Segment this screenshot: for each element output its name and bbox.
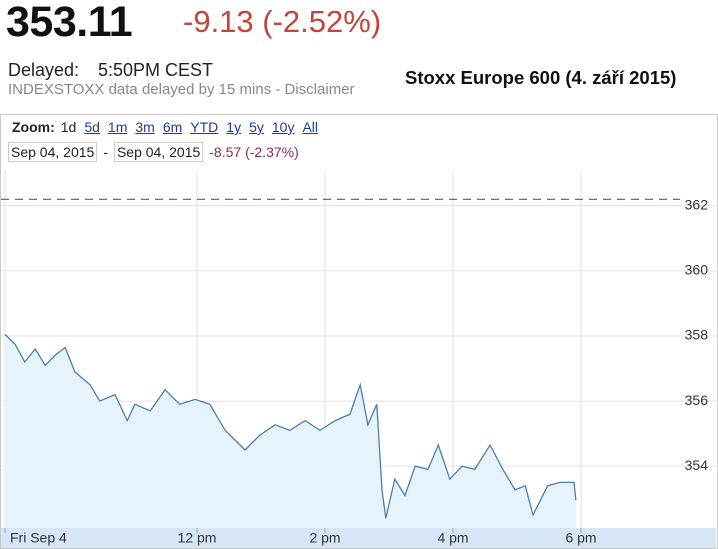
y-tick-label: 354 — [685, 457, 709, 473]
date-to[interactable]: Sep 04, 2015 — [113, 142, 204, 162]
x-tick-label: Fri Sep 4 — [10, 530, 67, 546]
zoom-option[interactable]: 6m — [162, 119, 183, 135]
delayed-time: 5:50PM CEST — [98, 60, 214, 80]
chart-title: Stoxx Europe 600 (4. září 2015) — [405, 67, 677, 88]
delayed-label: Delayed: — [8, 60, 80, 80]
date-separator: - — [103, 144, 108, 160]
zoom-option[interactable]: 5y — [249, 119, 264, 135]
delay-note: INDEXSTOXX data delayed by 15 mins - Dis… — [8, 81, 355, 98]
zoom-option[interactable]: 5d — [84, 119, 100, 135]
chart-panel — [0, 114, 718, 549]
zoom-option[interactable]: YTD — [190, 119, 219, 135]
zoom-option[interactable]: 10y — [271, 119, 295, 135]
zoom-label: Zoom: — [12, 119, 55, 135]
range-change: -8.57 (-2.37%) — [209, 144, 299, 160]
x-tick-label: 2 pm — [309, 530, 340, 546]
price: 353.11 — [6, 0, 133, 46]
price-change: -9.13 (-2.52%) — [183, 4, 382, 39]
y-tick-label: 356 — [685, 392, 709, 408]
y-tick-label: 362 — [685, 197, 709, 213]
date-from[interactable]: Sep 04, 2015 — [8, 142, 98, 162]
area-fill — [5, 334, 576, 528]
zoom-option[interactable]: 1m — [107, 119, 128, 135]
x-tick-label: 6 pm — [565, 530, 596, 546]
y-tick-label: 358 — [685, 327, 709, 343]
zoom-option[interactable]: 1d — [60, 119, 77, 135]
zoom-option[interactable]: 3m — [135, 119, 155, 135]
x-tick-label: 4 pm — [437, 530, 468, 546]
zoom-option[interactable]: 1y — [226, 119, 242, 135]
zoom-option[interactable]: All — [302, 119, 319, 135]
y-tick-label: 360 — [685, 262, 709, 278]
date-range: Sep 04, 2015 - Sep 04, 2015 -8.57 (-2.37… — [8, 142, 299, 162]
x-tick-label: 12 pm — [178, 530, 217, 546]
price-line — [4, 333, 577, 519]
x-axis-band — [1, 528, 716, 548]
zoom-bar: Zoom: 1d 5d 1m 3m 6m YTD 1y 5y 10y All — [12, 119, 326, 135]
